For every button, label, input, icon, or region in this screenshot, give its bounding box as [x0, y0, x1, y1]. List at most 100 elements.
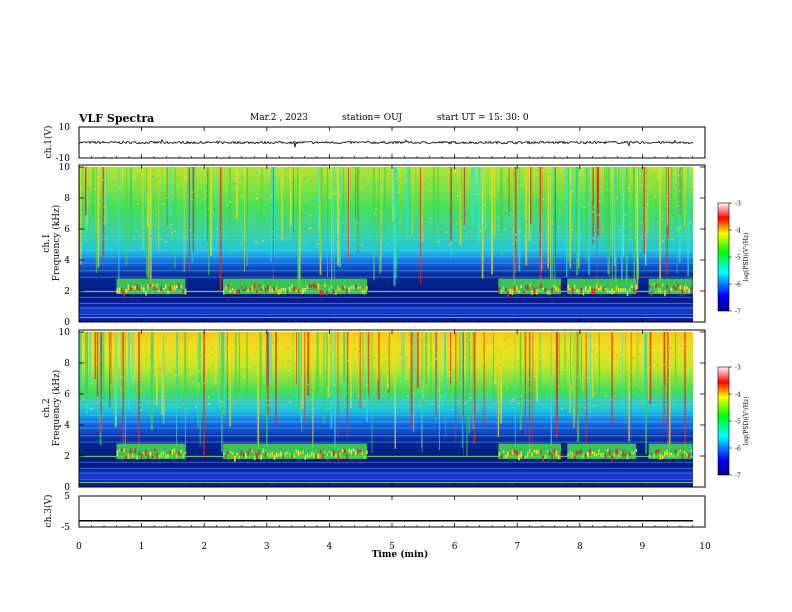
emission-burst — [557, 454, 560, 460]
emission-burst — [593, 288, 596, 294]
emission-burst — [664, 290, 666, 297]
spectral-speckle — [386, 385, 389, 388]
spectral-speckle — [405, 171, 407, 173]
emission-burst — [160, 286, 163, 292]
spectral-speckle — [568, 383, 571, 386]
emission-burst — [284, 451, 287, 457]
spectral-speckle — [458, 393, 460, 396]
spectral-speckle — [430, 363, 433, 366]
waveform-ch1-panel — [78, 126, 706, 159]
emission-burst — [589, 285, 591, 292]
emission-burst — [125, 289, 127, 293]
spectral-speckle — [605, 191, 608, 193]
spectral-speckle — [458, 366, 460, 368]
spectral-speckle — [629, 190, 631, 193]
emission-burst — [533, 449, 536, 453]
spectral-speckle — [308, 339, 310, 342]
emission-burst — [659, 288, 662, 294]
spectral-speckle — [456, 185, 458, 187]
spectral-speckle — [287, 236, 289, 239]
spectral-speckle — [211, 353, 213, 356]
spectral-speckle — [541, 220, 544, 223]
spectral-speckle — [421, 335, 424, 338]
spectral-speckle — [656, 387, 658, 389]
spectral-speckle — [669, 347, 671, 349]
spectral-speckle — [103, 206, 105, 208]
spectral-speckle — [356, 222, 358, 225]
emission-burst — [584, 454, 587, 458]
spectral-speckle — [277, 354, 280, 356]
emission-burst — [529, 448, 531, 453]
spectral-speckle — [176, 340, 179, 343]
spectral-speckle — [413, 171, 415, 174]
ch1-y-tick-label-10: 10 — [59, 123, 71, 133]
spectral-speckle — [332, 349, 335, 351]
emission-burst — [604, 453, 607, 460]
spectral-speckle — [136, 175, 139, 178]
spectral-speckle — [377, 355, 379, 357]
spectral-speckle — [229, 407, 232, 410]
spectral-speckle — [113, 176, 116, 178]
spectral-speckle — [142, 353, 145, 355]
waveform-ch1-trace — [78, 138, 694, 148]
emission-burst — [611, 288, 613, 295]
spectral-speckle — [583, 193, 586, 196]
spectral-speckle — [134, 176, 136, 179]
spectral-speckle — [153, 223, 156, 225]
spectral-speckle — [592, 211, 595, 213]
spectral-speckle — [409, 383, 412, 386]
emission-burst — [620, 451, 622, 455]
emission-burst — [555, 286, 558, 291]
emission-burst — [560, 284, 562, 290]
emission-burst — [304, 454, 306, 461]
emission-burst — [602, 452, 605, 458]
spectral-speckle — [363, 403, 366, 405]
spectral-speckle — [229, 192, 232, 194]
spectral-speckle — [329, 196, 331, 199]
spectral-speckle — [525, 220, 527, 223]
emission-burst — [118, 287, 121, 294]
spectral-speckle — [293, 201, 296, 203]
spectral-speckle — [397, 189, 400, 191]
spectral-speckle — [310, 353, 312, 355]
spectral-speckle — [104, 200, 107, 203]
emission-burst — [266, 452, 269, 456]
emission-burst — [269, 286, 271, 293]
spectral-speckle — [433, 340, 435, 342]
spectral-speckle — [265, 215, 268, 217]
emission-burst — [299, 452, 302, 455]
spectral-speckle — [427, 205, 430, 207]
spectral-speckle — [137, 203, 139, 205]
spectral-speckle — [420, 401, 423, 403]
colorbar-tick-label--4: -4 — [735, 228, 741, 235]
emission-burst — [513, 287, 516, 291]
emission-burst — [571, 452, 574, 458]
emission-band — [648, 443, 693, 460]
spectral-speckle — [428, 222, 431, 224]
spectral-speckle — [542, 181, 545, 184]
spectral-speckle — [91, 377, 93, 380]
spectral-speckle — [626, 184, 629, 186]
spectral-speckle — [80, 223, 82, 225]
spectral-speckle — [221, 383, 224, 385]
emission-burst — [273, 455, 276, 460]
spectral-speckle — [547, 173, 550, 175]
emission-burst — [628, 288, 631, 291]
emission-burst — [648, 455, 651, 459]
emission-burst — [171, 286, 174, 290]
spectral-speckle — [381, 181, 384, 184]
spectral-speckle — [180, 190, 183, 193]
emission-burst — [666, 449, 668, 455]
spectral-speckle — [639, 394, 642, 396]
colorbar-ch2-gradient — [717, 366, 730, 476]
spectral-speckle — [670, 347, 673, 349]
spectral-speckle — [347, 359, 349, 362]
emission-burst — [553, 449, 556, 454]
spectral-speckle — [253, 340, 256, 342]
spectral-speckle — [119, 387, 122, 389]
emission-burst — [540, 283, 542, 289]
spectral-speckle — [640, 184, 643, 187]
spectral-speckle — [396, 235, 399, 238]
spectral-speckle — [205, 200, 207, 203]
emission-burst — [622, 450, 624, 457]
